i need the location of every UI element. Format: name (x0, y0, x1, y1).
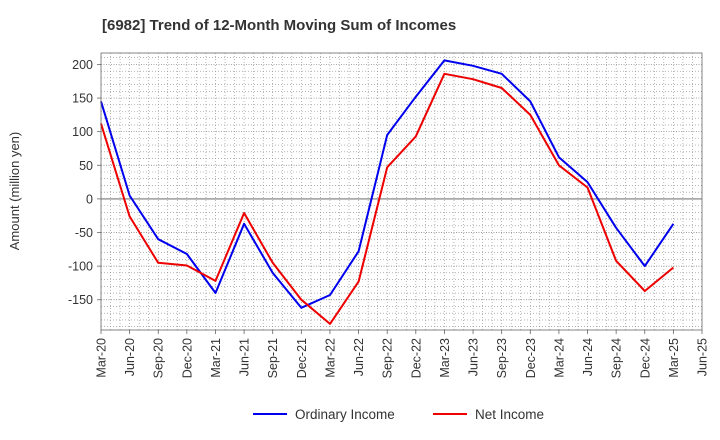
x-tick-label: Sep-21 (266, 338, 280, 378)
chart-title: [6982] Trend of 12-Month Moving Sum of I… (102, 17, 456, 34)
x-tick-label: Dec-20 (180, 338, 194, 378)
series-line-1 (100, 72, 675, 325)
grid (101, 53, 702, 330)
x-tick-label: Jun-21 (238, 338, 252, 376)
x-tick-label: Jun-22 (352, 338, 366, 376)
plot-frame (100, 52, 703, 331)
x-tick-label: Dec-21 (295, 338, 309, 378)
series-line-0 (100, 59, 675, 309)
x-tick-label: Sep-22 (381, 338, 395, 378)
axes: 200 150 100 50 0 -50 -100 -150 Mar-20 Jun-20 Sep-2… (68, 52, 710, 378)
y-tick-label: -100 (68, 260, 93, 274)
legend-label: Net Income (475, 407, 544, 422)
x-tick-label: Jun-20 (123, 338, 137, 376)
x-tick-label: Jun-23 (467, 338, 481, 376)
legend-label: Ordinary Income (295, 407, 395, 422)
legend: Ordinary Income Net Income (253, 407, 544, 422)
y-tick-label: 100 (72, 125, 93, 139)
x-tick-label: Sep-24 (610, 338, 624, 378)
x-tick-label: Dec-22 (409, 338, 423, 378)
y-tick-label: 200 (72, 58, 93, 72)
x-tick-label: Jun-24 (581, 338, 595, 376)
x-tick-label: Sep-23 (495, 338, 509, 378)
x-tick-label: Mar-22 (323, 338, 337, 378)
x-tick-label: Dec-23 (524, 338, 538, 378)
series-lines (100, 59, 675, 325)
x-tick-label: Mar-20 (95, 338, 109, 378)
x-tick-label: Sep-20 (152, 338, 166, 378)
y-tick-label: 50 (79, 159, 93, 173)
x-tick-label: Dec-24 (638, 338, 652, 378)
x-tick-label: Mar-24 (552, 338, 566, 378)
x-tick-label: Mar-21 (209, 338, 223, 378)
y-tick-label: -150 (68, 293, 93, 307)
x-tick-label: Jun-25 (696, 338, 710, 376)
x-tick-label: Mar-25 (667, 338, 681, 378)
y-tick-label: 0 (86, 192, 93, 206)
x-tick-label: Mar-23 (438, 338, 452, 378)
y-axis-label: Amount (million yen) (7, 132, 22, 251)
y-tick-label: 150 (72, 92, 93, 106)
y-tick-label: -50 (75, 226, 93, 240)
